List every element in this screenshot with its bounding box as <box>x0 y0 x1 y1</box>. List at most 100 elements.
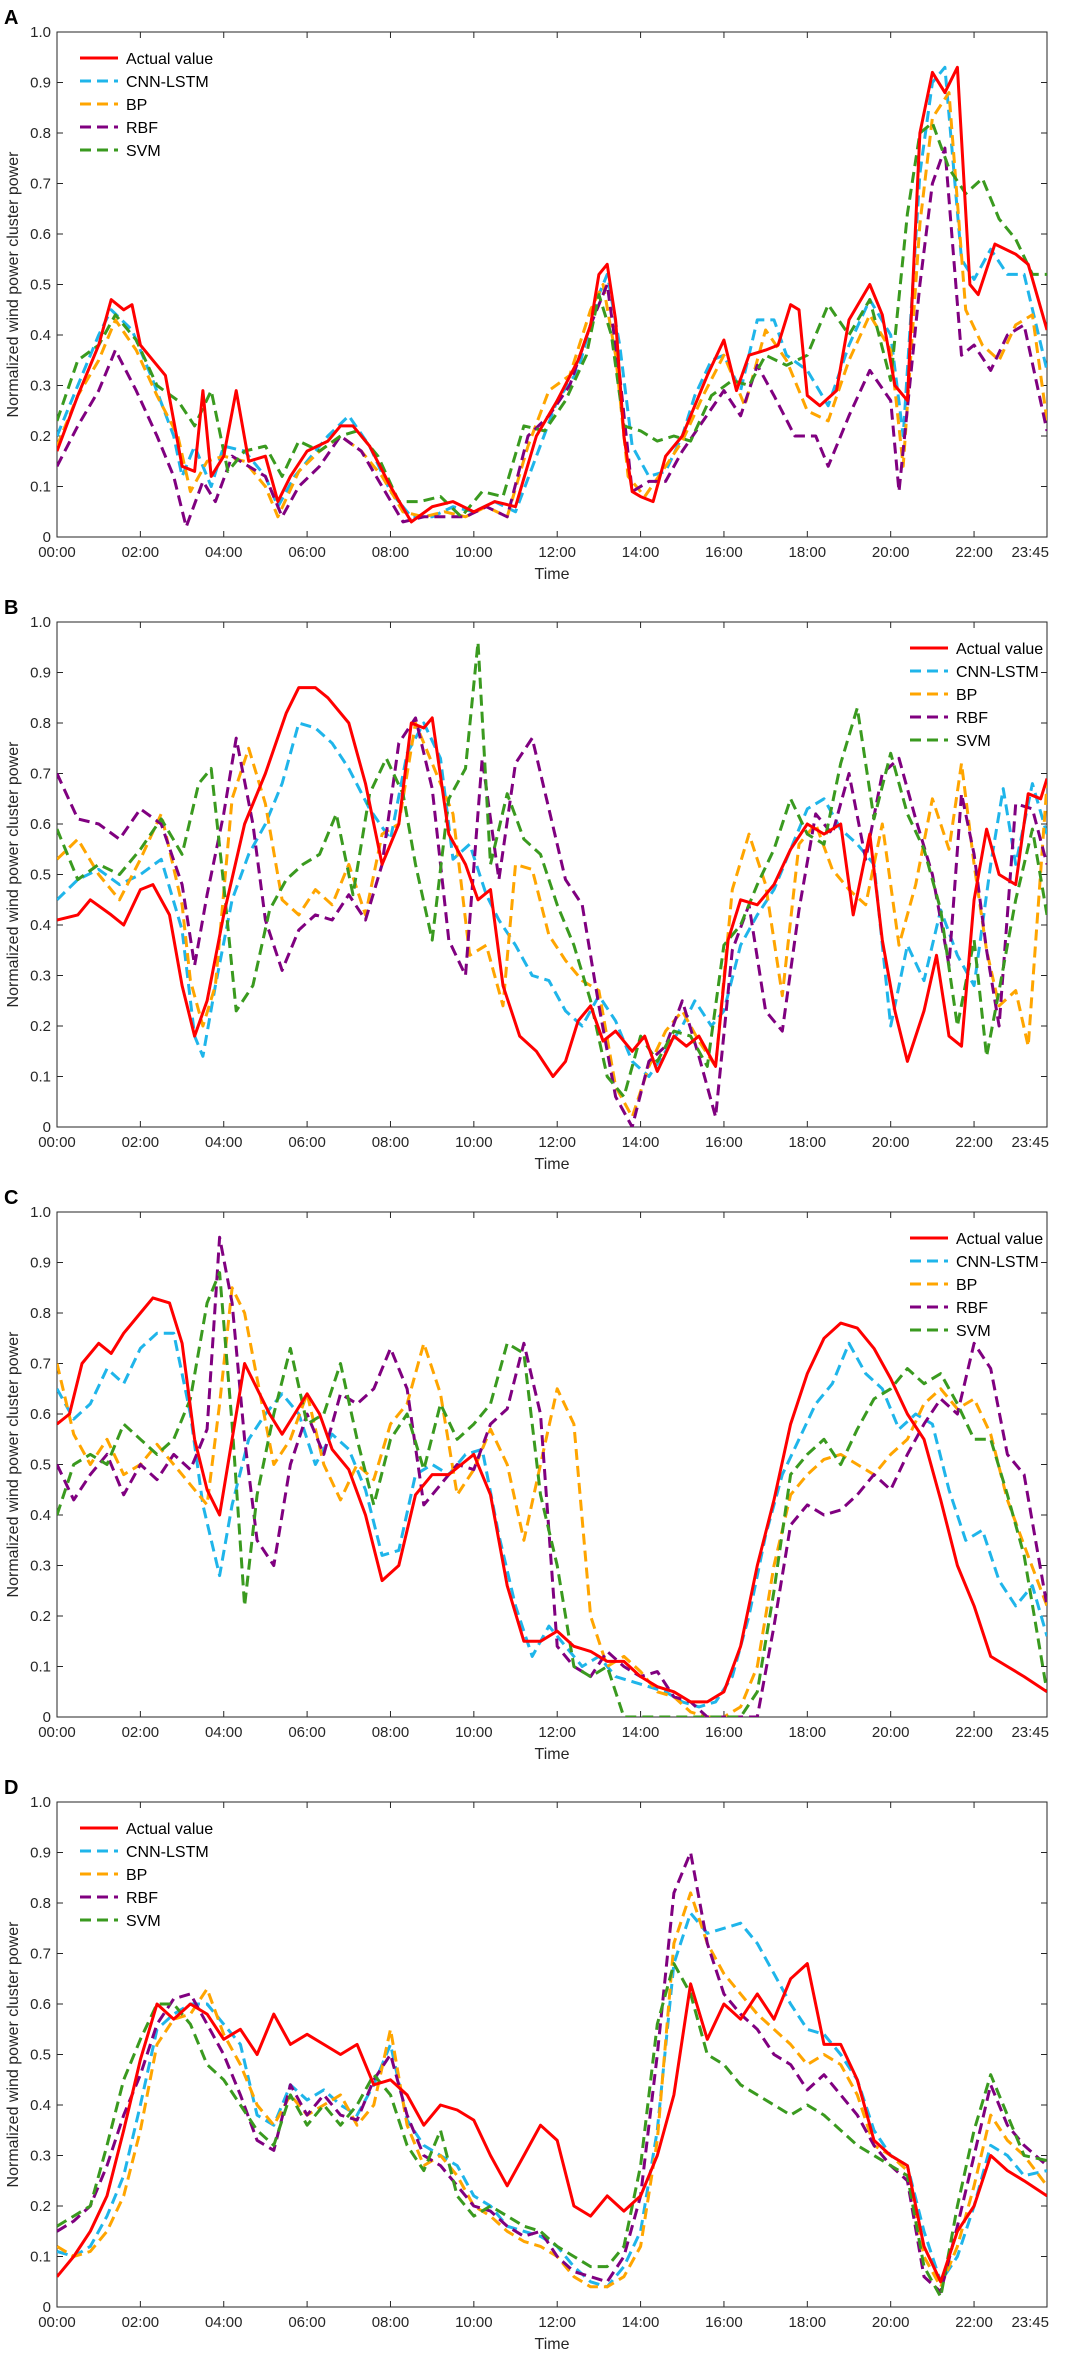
x-tick-label: 20:00 <box>872 1724 910 1741</box>
series-line-cnn-lstm <box>57 1331 1047 1709</box>
y-tick-label: 0.1 <box>30 2249 51 2266</box>
chart-panel-d: D 0 0.1 0.2 0.3 0.4 0.5 0.6 0.7 0.8 0.9 1.0 00:00 02:… <box>4 1777 1049 2353</box>
series-line-actual-value <box>57 1962 1047 2284</box>
x-tick-label: 23:45 <box>1011 2314 1049 2331</box>
legend-label-svm: SVM <box>956 1323 991 1340</box>
y-axis-label: Normalized wind power cluster power <box>5 1921 22 2188</box>
y-tick-label: 0.9 <box>30 1845 51 1862</box>
x-tick-label: 08:00 <box>372 1724 410 1741</box>
y-axis-label: Normalized wind power cluster power <box>5 151 22 418</box>
y-tick-label: 0.3 <box>30 2148 51 2165</box>
x-tick-label: 02:00 <box>122 544 160 561</box>
x-tick-label: 20:00 <box>872 2314 910 2331</box>
legend-label-bp: BP <box>956 687 977 704</box>
x-axis-label: Time <box>535 566 570 583</box>
y-axis-label: Normalized wind power cluster power <box>5 741 22 1008</box>
x-tick-label: 14:00 <box>622 2314 660 2331</box>
y-tick-label: 0.8 <box>30 125 51 142</box>
x-tick-label: 02:00 <box>122 2314 160 2331</box>
x-tick-label: 10:00 <box>455 1724 493 1741</box>
x-tick-label: 06:00 <box>288 2314 326 2331</box>
x-tick-label: 12:00 <box>538 1724 576 1741</box>
legend-label-bp: BP <box>126 97 147 114</box>
series-line-svm <box>57 1271 1047 1717</box>
x-tick-label: 06:00 <box>288 1724 326 1741</box>
x-tick-label: 14:00 <box>622 544 660 561</box>
legend-label-rbf: RBF <box>956 710 988 727</box>
x-tick-label: 14:00 <box>622 1724 660 1741</box>
series-line-cnn-lstm <box>57 1911 1047 2289</box>
panel-letter: A <box>4 7 18 29</box>
series-line-cnn-lstm <box>57 721 1047 1078</box>
y-tick-label: 0.2 <box>30 1608 51 1625</box>
legend-label-actual-value: Actual value <box>956 1231 1043 1248</box>
y-tick-label: 0.2 <box>30 428 51 445</box>
legend-label-actual-value: Actual value <box>956 641 1043 658</box>
series-line-bp <box>57 91 1047 519</box>
x-tick-label: 23:45 <box>1011 544 1049 561</box>
x-tick-label: 12:00 <box>538 2314 576 2331</box>
series-line-actual-value <box>57 686 1047 1078</box>
x-tick-label: 22:00 <box>955 1724 993 1741</box>
plot-frame <box>56 621 1048 1128</box>
y-tick-label: 0.2 <box>30 1018 51 1035</box>
x-tick-label: 12:00 <box>538 544 576 561</box>
series-line-bp <box>57 721 1047 1119</box>
legend: Actual value CNN-LSTM BP RBF SVM <box>80 1821 213 1930</box>
y-tick-label: 0.7 <box>30 766 51 783</box>
y-tick-label: 0.1 <box>30 1659 51 1676</box>
x-tick-label: 08:00 <box>372 544 410 561</box>
x-tick-label: 22:00 <box>955 2314 993 2331</box>
y-tick-label: 0.3 <box>30 378 51 395</box>
legend-label-cnn-lstm: CNN-LSTM <box>956 1254 1039 1271</box>
y-tick-label: 0.8 <box>30 1895 51 1912</box>
y-tick-label: 0.7 <box>30 1946 51 1963</box>
legend-label-rbf: RBF <box>126 1890 158 1907</box>
legend-label-svm: SVM <box>126 143 161 160</box>
y-tick-label: 1.0 <box>30 1204 51 1221</box>
legend-label-cnn-lstm: CNN-LSTM <box>126 1844 209 1861</box>
y-tick-label: 0.6 <box>30 816 51 833</box>
x-tick-label: 04:00 <box>205 2314 243 2331</box>
legend-label-cnn-lstm: CNN-LSTM <box>956 664 1039 681</box>
legend-label-rbf: RBF <box>956 1300 988 1317</box>
x-tick-label: 22:00 <box>955 544 993 561</box>
legend-label-svm: SVM <box>956 733 991 750</box>
x-axis-label: Time <box>535 1156 570 1173</box>
legend: Actual value CNN-LSTM BP RBF SVM <box>80 51 213 160</box>
x-tick-label: 08:00 <box>372 1134 410 1151</box>
panel-letter: B <box>4 597 18 619</box>
legend-label-bp: BP <box>126 1867 147 1884</box>
plot-frame <box>56 1801 1048 2308</box>
series-line-svm <box>57 640 1047 1099</box>
legend-label-rbf: RBF <box>126 120 158 137</box>
y-tick-label: 0.4 <box>30 327 51 344</box>
legend-label-bp: BP <box>956 1277 977 1294</box>
series-line-actual-value <box>57 65 1047 524</box>
y-tick-label: 0.6 <box>30 226 51 243</box>
y-tick-label: 0.7 <box>30 1356 51 1373</box>
y-tick-label: 0.3 <box>30 968 51 985</box>
y-tick-label: 0.2 <box>30 2198 51 2215</box>
x-tick-label: 18:00 <box>789 1134 827 1151</box>
x-tick-label: 20:00 <box>872 544 910 561</box>
series-line-bp <box>57 1891 1047 2289</box>
x-tick-label: 10:00 <box>455 544 493 561</box>
x-axis-label: Time <box>535 1746 570 1763</box>
y-tick-label: 0 <box>43 2299 51 2316</box>
x-tick-label: 23:45 <box>1011 1724 1049 1741</box>
panel-letter: D <box>4 1777 18 1799</box>
x-tick-label: 04:00 <box>205 544 243 561</box>
x-tick-label: 20:00 <box>872 1134 910 1151</box>
chart-panel-a: A 0 0.1 0.2 0.3 0.4 0.5 0.6 0.7 0.8 0.9 1.0 00:00 02:… <box>4 7 1049 583</box>
y-tick-label: 0.6 <box>30 1996 51 2013</box>
x-tick-label: 00:00 <box>38 2314 76 2331</box>
x-tick-label: 18:00 <box>789 544 827 561</box>
legend-label-cnn-lstm: CNN-LSTM <box>126 74 209 91</box>
y-tick-label: 0.1 <box>30 479 51 496</box>
series-line-bp <box>57 1286 1047 1717</box>
series-line-rbf <box>57 716 1047 1127</box>
x-tick-label: 18:00 <box>789 1724 827 1741</box>
x-tick-label: 14:00 <box>622 1134 660 1151</box>
